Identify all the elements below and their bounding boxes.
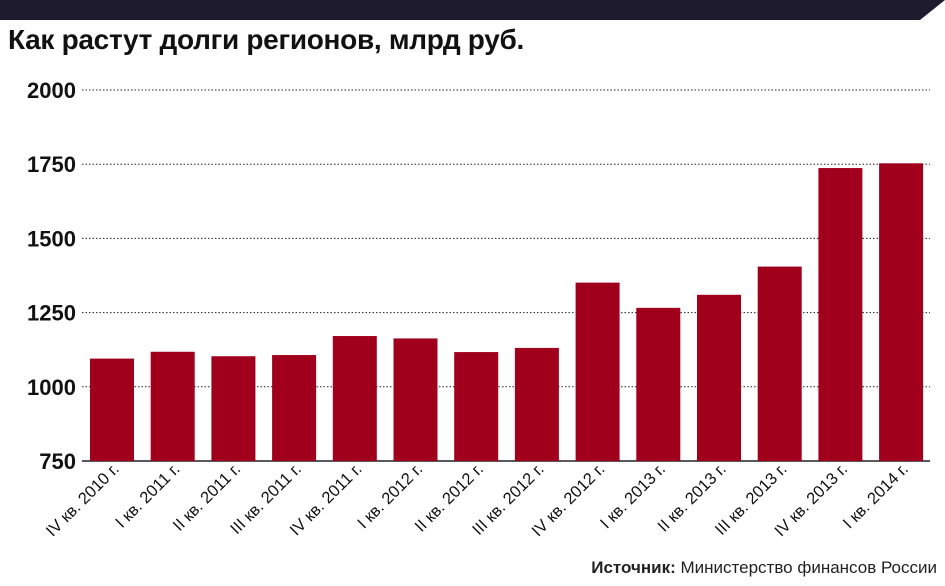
bar-10 xyxy=(697,294,741,461)
bar-4 xyxy=(332,336,377,461)
top-banner xyxy=(0,0,945,20)
bar-12 xyxy=(818,168,863,461)
grid-lines xyxy=(82,89,930,462)
bar-0 xyxy=(90,358,134,461)
bar-2 xyxy=(211,356,256,461)
y-tick-label-1500: 1500 xyxy=(27,226,76,251)
source-text: Министерство финансов России xyxy=(680,558,937,577)
x-tick-label-13: I кв. 2014 г. xyxy=(840,460,912,532)
bar-1 xyxy=(150,351,195,461)
bar-6 xyxy=(454,352,499,461)
y-axis-ticks: 750 1000 1250 1500 1750 2000 xyxy=(27,78,76,474)
y-tick-label-750: 750 xyxy=(39,449,76,474)
y-tick-label-1750: 1750 xyxy=(27,152,76,177)
source-note: Источник: Министерство финансов России xyxy=(591,558,937,578)
source-label: Источник: xyxy=(591,558,676,577)
bar-5 xyxy=(393,338,438,461)
banner-shape xyxy=(0,0,945,20)
bar-9 xyxy=(636,307,681,461)
y-tick-label-2000: 2000 xyxy=(27,78,76,103)
bar-11 xyxy=(757,266,802,461)
bar-3 xyxy=(272,355,317,461)
bar-13 xyxy=(879,163,924,461)
y-tick-label-1000: 1000 xyxy=(27,375,76,400)
y-tick-label-1250: 1250 xyxy=(27,301,76,326)
x-axis-labels: IV кв. 2010 г.I кв. 2011 г.II кв. 2011 г… xyxy=(43,460,912,540)
chart-title: Как растут долги регионов, млрд руб. xyxy=(8,24,524,55)
bar-7 xyxy=(514,347,559,461)
bar-8 xyxy=(575,282,620,461)
bars xyxy=(90,163,924,461)
